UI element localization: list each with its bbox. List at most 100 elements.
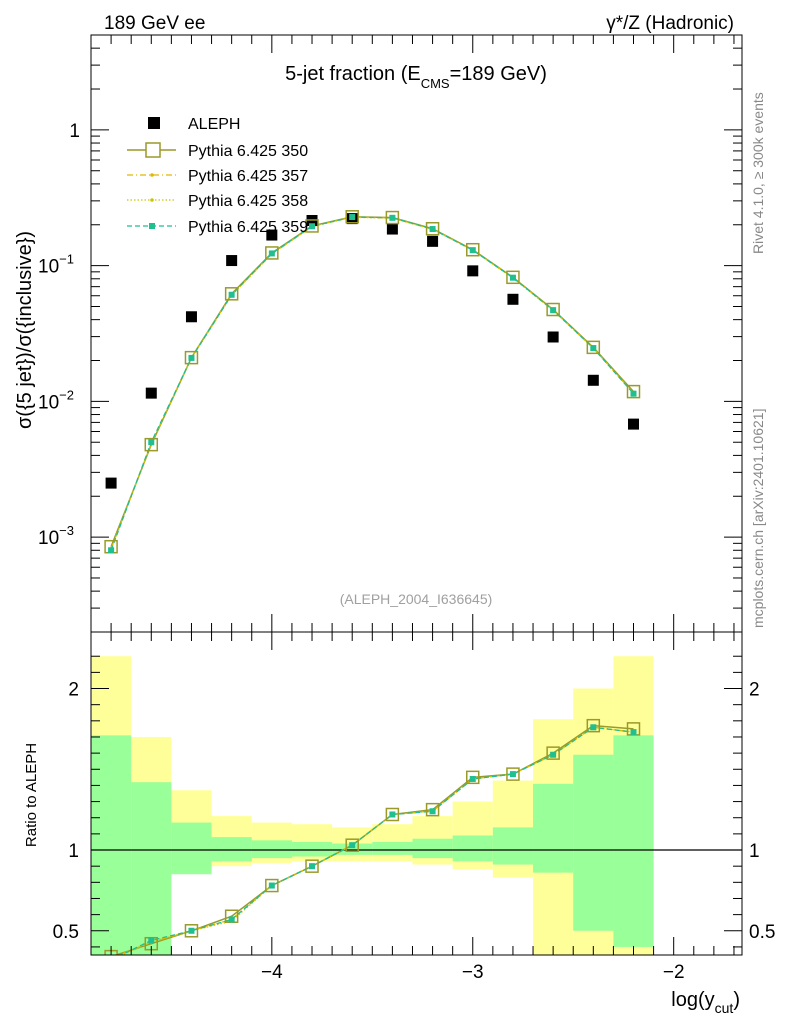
aleph-data-point [226,255,238,267]
ratio-pythia-350-point [305,859,319,873]
legend-label: ALEPH [188,116,240,133]
ratio-plot-frame [90,631,743,956]
ratio-plot-content [91,656,742,963]
ratio-pythia-350-point [265,878,279,893]
main-y-tick-label: 10−1 [38,252,74,278]
pythia-359-point [309,223,316,230]
ratio-pythia-350-point [466,770,480,785]
ratio-x-tick-label: −3 [462,962,484,983]
series-line-pythia-6-425-350 [110,216,635,547]
aleph-data-point [547,331,559,343]
ratio-pythia-dot-point [109,957,112,960]
ratio-pythia-359-point [550,751,557,758]
ratio-pythia-350-point [586,718,601,733]
ratio-pythia-350-point [184,924,199,938]
pythia-359-point [550,307,557,314]
aleph-data-point [427,235,439,247]
pythia-350-point [626,384,641,399]
pythia-350-point [184,350,199,365]
legend-marker-dot [150,173,154,177]
main-plot: 10−3 10−2 10−1 1 σ({5 jet})/σ({inclusive}) 5-… [14,34,742,633]
pythia-350-point [144,437,159,452]
pythia-350-point [466,242,480,257]
ratio-uncertainty-band-inner [131,782,172,955]
legend-label: Pythia 6.425 359 [188,219,308,236]
pythia-359-point [228,291,235,298]
legend-label: Pythia 6.425 350 [188,143,308,160]
series-line-pythia-6-425-359 [110,216,634,551]
ratio-uncertainty-band-inner [452,835,493,862]
ratio-pythia-359-point [188,927,195,934]
side-label-rivet: Rivet 4.1.0, ≥ 300k events [750,92,766,254]
ratio-pythia-359-point [630,729,637,736]
pythia-350-point [224,287,239,301]
ratio-uncertainty-band-inner [291,841,333,857]
aleph-data-point [185,311,197,323]
ratio-uncertainty-band-inner [613,735,654,947]
ratio-pythia-350-point [385,807,400,822]
pythia-359-point [469,247,476,254]
legend-marker-aleph [148,117,160,129]
ratio-pythia-359-point [590,724,597,731]
pythia-350-point [506,270,520,285]
legend-label: Pythia 6.425 358 [188,193,308,210]
pythia-350-point [265,246,279,260]
ratio-x-tick-label: −4 [261,962,283,983]
pythia-359-point [108,547,115,554]
ratio-pythia-350-point [345,838,359,852]
main-chart-title: 5-jet fraction (ECMS=189 GeV) [285,63,547,91]
series-line-pythia-6-425-357 [110,216,634,550]
legend-marker-open-square [145,142,161,158]
ratio-y-tick-label-right: 0.5 [749,922,775,943]
header-left-label: 189 GeV ee [104,13,205,34]
ratio-pythia-359-point [108,957,114,963]
ratio-uncertainty-band-inner [332,843,373,855]
main-plot-content [104,210,641,554]
ratio-pythia-359-point [148,937,155,944]
pythia-350-point [345,210,359,224]
ratio-uncertainty-band-inner [412,838,453,859]
pythia-359-point [389,214,396,221]
aleph-data-point [145,387,157,399]
pythia-359-point [509,274,516,281]
pythia-350-point [385,210,400,225]
ratio-pythia-350-point [425,802,440,817]
aleph-data-point [467,265,479,277]
pythia-359-point [349,214,356,221]
ratio-y-tick-label-left: 0.5 [53,922,79,943]
series-line-pythia-6-425-358 [110,216,634,550]
x-axis-title: log(ycut) [671,989,740,1016]
ratio-y-tick-label-right: 2 [749,680,760,701]
side-label-mcplots: mcplots.cern.ch [arXiv:2401.10621] [750,409,766,628]
pythia-359-point [429,226,436,233]
pythia-359-point [268,250,275,257]
aleph-data-point [105,477,117,489]
ratio-uncertainty-band-inner [533,783,574,873]
aleph-data-point [386,223,398,235]
ratio-plot: 0.5 0.5 1 1 2 2 −4 −3 −2 Ratio to ALEPH log(ycut) [23,632,775,1016]
ratio-y-tick-label-left: 2 [68,680,79,701]
aleph-data-point [587,374,599,386]
pythia-359-point [188,354,195,361]
ratio-y-axis-title: Ratio to ALEPH [23,743,40,847]
ratio-pythia-359-point [268,882,275,889]
legend-marker-filled-square [149,223,155,229]
ratio-pythia-359-point [228,916,235,923]
main-y-tick-label: 10−2 [38,387,74,413]
ratio-uncertainty-band-inner [573,754,614,931]
ratio-pythia-dot-point [109,958,112,961]
pythia-359-point [630,390,637,397]
analysis-watermark: (ALEPH_2004_I636645) [340,591,493,607]
ratio-pythia-359-point [309,863,316,870]
ratio-x-tick-label: −2 [663,962,685,983]
aleph-data-point [628,418,639,430]
ratio-y-tick-label-left: 1 [68,841,79,862]
main-y-axis-title: σ({5 jet})/σ({inclusive}) [14,231,36,429]
pythia-350-point [586,340,601,355]
ratio-pythia-359-point [349,842,356,849]
ratio-uncertainty-band-inner [171,822,212,875]
aleph-data-point [266,229,278,241]
ratio-uncertainty-band-inner [211,837,252,862]
pythia-359-point [148,439,155,446]
